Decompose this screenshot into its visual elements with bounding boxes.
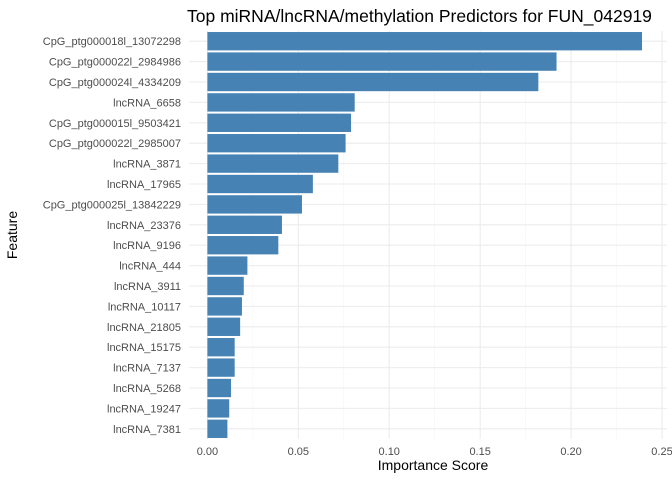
bar — [207, 419, 228, 438]
y-tick-label: lncRNA_23376 — [107, 220, 181, 232]
y-tick-label: lncRNA_3911 — [114, 281, 181, 293]
bar — [207, 32, 642, 51]
y-tick-label: lncRNA_7137 — [113, 363, 181, 375]
bar — [207, 338, 235, 357]
bar — [207, 276, 244, 296]
y-tick-label: CpG_ptg000022l_2985007 — [49, 138, 181, 150]
bar — [207, 236, 279, 255]
y-tick-label: lncRNA_7381 — [113, 424, 181, 436]
y-tick-label: CpG_ptg000024l_4334209 — [49, 77, 181, 89]
bar — [207, 52, 557, 71]
y-tick-label: lncRNA_6658 — [113, 97, 181, 109]
x-tick-label: 0.20 — [560, 446, 581, 458]
y-tick-label: CpG_ptg000018l_13072298 — [43, 36, 181, 48]
y-tick-label: lncRNA_10117 — [108, 301, 181, 313]
plot-panel: 0.00 0.05 0.10 0.15 0.20 0.25 CpG_ptg000018l_1… — [43, 31, 672, 458]
x-tick-label: 0.10 — [379, 446, 400, 458]
y-tick-label: CpG_ptg000022l_2984986 — [49, 57, 181, 69]
bar — [207, 195, 302, 214]
y-axis-title: Feature — [4, 211, 20, 259]
x-tick-label: 0.25 — [651, 446, 672, 458]
y-tick-label: lncRNA_5268 — [113, 383, 181, 395]
y-tick-label: lncRNA_21805 — [107, 322, 181, 334]
y-tick-label: lncRNA_9196 — [113, 240, 181, 252]
y-tick-label: lncRNA_15175 — [107, 342, 181, 354]
bar — [207, 154, 339, 173]
bar — [207, 134, 346, 153]
bar — [207, 215, 282, 234]
y-tick-label: lncRNA_19247 — [107, 403, 181, 415]
x-axis-title: Importance Score — [378, 457, 489, 473]
bar — [207, 72, 539, 92]
bar — [207, 399, 230, 418]
x-tick-label: 0.05 — [288, 446, 309, 458]
chart-title: Top miRNA/lncRNA/methylation Predictors … — [187, 6, 652, 27]
bar — [207, 297, 242, 316]
y-tick-label: lncRNA_444 — [119, 261, 181, 273]
y-tick-label: CpG_ptg000015l_9503421 — [49, 118, 181, 130]
x-tick-label: 0.00 — [197, 446, 218, 458]
bar — [207, 256, 248, 275]
y-tick-label: lncRNA_3871 — [113, 159, 181, 171]
bar — [207, 174, 313, 194]
y-tick-label: CpG_ptg000025l_13842229 — [43, 199, 181, 211]
bar — [207, 317, 241, 336]
bar — [207, 93, 355, 112]
bar — [207, 378, 232, 398]
y-tick-label: lncRNA_17965 — [107, 179, 181, 191]
bar — [207, 113, 352, 132]
bar — [207, 358, 235, 377]
x-tick-label: 0.15 — [469, 446, 490, 458]
